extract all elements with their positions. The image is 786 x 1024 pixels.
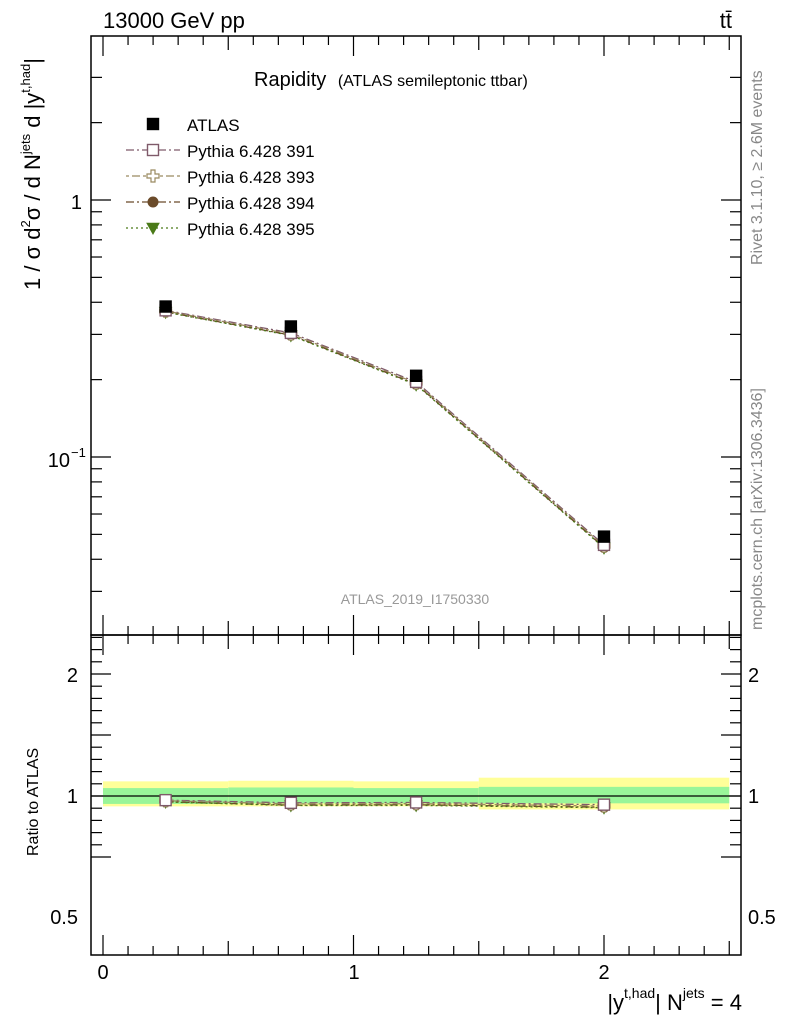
ratio-point (409, 796, 423, 809)
ratio-plot-frame (90, 634, 742, 956)
data-point (159, 300, 172, 313)
legend-label: Pythia 6.428 391 (187, 142, 315, 161)
rivet-label: Rivet 3.1.10, ≥ 2.6M events (749, 70, 766, 265)
svg-text:|yt,had| Njets = 4: |yt,had| Njets = 4 (607, 985, 742, 1015)
legend-label: Pythia 6.428 395 (187, 220, 315, 239)
data-point (597, 530, 611, 543)
legend-marker (146, 117, 160, 131)
y-tick-label-0.1: 10 −1 (48, 445, 86, 472)
axis-ticks (91, 36, 741, 955)
ratio-point (597, 798, 611, 811)
legend-label: ATLAS (187, 116, 240, 135)
ratio-y-tick-1-right: 1 (748, 786, 759, 808)
main-y-axis-label: 1 / σ d2σ / d Njets d |yt,had| (18, 58, 45, 290)
x-tick-0: 0 (97, 962, 108, 984)
series-line (165, 311, 605, 549)
legend-marker (146, 143, 160, 157)
analysis-watermark: ATLAS_2019_I1750330 (341, 591, 490, 607)
data-point (409, 369, 423, 382)
data-point (284, 320, 298, 333)
chart-title: Rapidity (254, 69, 326, 91)
series-lines (165, 309, 605, 809)
header-left: 13000 GeV pp (103, 8, 245, 33)
series-markers (158, 300, 611, 815)
ratio-y-tick-0.5-left: 0.5 (50, 907, 78, 929)
ratio-point (159, 793, 172, 807)
header-right: tt̄ (720, 8, 732, 33)
ratio-point (284, 796, 298, 810)
ratio-series-line (165, 801, 605, 808)
ratio-y-tick-0.5-right: 0.5 (748, 907, 776, 929)
x-tick-1: 1 (348, 962, 359, 984)
chart-subtitle: (ATLAS semileptonic ttbar) (338, 73, 528, 90)
ratio-y-axis-label: Ratio to ATLAS (25, 748, 42, 856)
series-line (165, 310, 605, 547)
svg-text:10: 10 (48, 450, 70, 472)
svg-text:1 / σ d2σ / d Njets d |yt,had|: 1 / σ d2σ / d Njets d |yt,had| (18, 58, 45, 290)
series-line (165, 309, 605, 546)
legend-label: Pythia 6.428 393 (187, 168, 315, 187)
series-line (165, 311, 605, 548)
mcplots-label: mcplots.cern.ch [arXiv:1306.3436] (749, 388, 766, 630)
x-axis-label: |yt,had| Njets = 4 (607, 985, 742, 1015)
y-tick-label-1: 1 (71, 192, 82, 214)
legend: ATLAS Pythia 6.428 391 Pythia 6.428 393 Pyt… (126, 116, 315, 239)
legend-marker (147, 196, 159, 208)
stat-band (478, 786, 730, 804)
x-tick-2: 2 (598, 962, 609, 984)
svg-text:Rapidity (ATLAS semilepton: Rapidity (ATLAS semileptonic ttbar) (254, 69, 528, 91)
ratio-series-line (165, 800, 605, 807)
legend-marker (146, 222, 160, 236)
svg-text:−1: −1 (71, 445, 86, 460)
legend-marker (146, 169, 160, 183)
stat-band (228, 787, 354, 804)
ratio-y-tick-2-left: 2 (67, 665, 78, 687)
ratio-y-tick-1-left: 1 (67, 786, 78, 808)
legend-label: Pythia 6.428 394 (187, 194, 315, 213)
ratio-series-line (165, 799, 605, 806)
ratio-y-tick-2-right: 2 (748, 665, 759, 687)
